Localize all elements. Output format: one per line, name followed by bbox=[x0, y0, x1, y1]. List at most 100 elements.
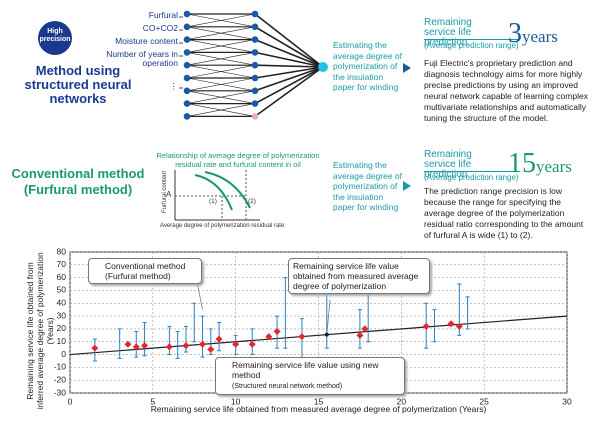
error-bar bbox=[283, 277, 288, 349]
y-axis-label: Remaining service life obtained from inf… bbox=[25, 252, 55, 410]
legend-note: (Structured neural network method) bbox=[232, 383, 343, 390]
graph-range-high: (2) bbox=[248, 198, 256, 205]
connection bbox=[186, 64, 256, 79]
pointer-dot bbox=[324, 332, 329, 337]
diamond-marker bbox=[455, 322, 463, 330]
furfural-graph bbox=[174, 170, 260, 221]
error-bar bbox=[142, 322, 147, 357]
connection bbox=[186, 103, 256, 117]
node bbox=[183, 61, 191, 69]
connection bbox=[186, 39, 256, 53]
result-value: 15 bbox=[508, 148, 536, 179]
error-bar bbox=[192, 302, 197, 343]
connection bbox=[186, 90, 256, 104]
error-bar bbox=[357, 309, 362, 349]
diamond-marker bbox=[165, 343, 173, 351]
x-tick-label: 20 bbox=[397, 396, 407, 406]
y-tick-label: -10 bbox=[54, 362, 67, 372]
y-tick-label: 40 bbox=[57, 298, 67, 308]
diamond-marker bbox=[273, 327, 281, 335]
node bbox=[251, 10, 259, 18]
input-label: CO+CO2 bbox=[142, 24, 178, 33]
connection bbox=[254, 13, 324, 68]
x-axis-label: Remaining service life obtained from mea… bbox=[150, 404, 487, 414]
connection bbox=[186, 77, 256, 92]
badge-text: High precision bbox=[39, 28, 71, 43]
node bbox=[251, 113, 259, 120]
graph-caption: Relationship of average degree of polyme… bbox=[156, 151, 320, 169]
description: The prediction range precision is low be… bbox=[424, 186, 584, 240]
connection bbox=[254, 64, 324, 68]
x-tick-label: 5 bbox=[150, 396, 155, 406]
graph-range-low: (1) bbox=[209, 198, 217, 205]
diamond-marker bbox=[199, 340, 207, 348]
diamond-marker bbox=[265, 333, 273, 341]
y-tick-label: -20 bbox=[54, 374, 67, 384]
node bbox=[251, 49, 259, 56]
error-bar bbox=[117, 328, 122, 359]
error-bar bbox=[432, 309, 437, 343]
x-tick-label: 0 bbox=[68, 396, 73, 406]
x-tick-label: 15 bbox=[314, 396, 324, 406]
y-tick-label: 70 bbox=[57, 259, 67, 269]
diamond-marker bbox=[447, 320, 455, 328]
badge bbox=[38, 21, 72, 55]
estimate-text: Estimating the average degree of polymer… bbox=[333, 160, 402, 212]
output-node bbox=[318, 62, 328, 72]
connection bbox=[254, 26, 324, 68]
y-tick-label: 10 bbox=[57, 336, 67, 346]
input-box: Furfural bbox=[149, 11, 178, 20]
legend-label: Remaining service life value using new m… bbox=[232, 360, 379, 380]
y-tick-label: 50 bbox=[57, 285, 67, 295]
input-box: ⋮ bbox=[169, 82, 179, 91]
input-box: Number of years in operation bbox=[106, 50, 178, 68]
legend-entry: Conventional method (Furfural method) bbox=[88, 258, 202, 284]
x-tick-label: 30 bbox=[562, 396, 572, 406]
node bbox=[183, 49, 191, 56]
input-box: Moisture content bbox=[115, 37, 178, 46]
connection bbox=[254, 66, 324, 79]
connection bbox=[186, 26, 256, 40]
legend-entry: Remaining service life value using new m… bbox=[215, 357, 405, 395]
node bbox=[183, 74, 191, 82]
result: 3years bbox=[508, 18, 558, 50]
y-tick-label: 80 bbox=[57, 246, 67, 256]
graph-x-label: Average degree of polymerization residua… bbox=[160, 223, 285, 229]
diamond-marker bbox=[248, 340, 256, 348]
connection bbox=[186, 13, 256, 28]
diamond-marker bbox=[361, 325, 369, 333]
pointer bbox=[326, 299, 331, 335]
diamond-marker bbox=[298, 333, 306, 341]
error-bar bbox=[175, 330, 180, 359]
node bbox=[183, 113, 191, 120]
connection bbox=[254, 51, 324, 68]
connection bbox=[254, 38, 324, 68]
node bbox=[183, 100, 191, 107]
result-label: Remaining service life prediction bbox=[424, 149, 472, 180]
node bbox=[183, 23, 191, 31]
connection bbox=[186, 52, 256, 66]
diamond-marker bbox=[232, 340, 240, 348]
description: Fuji Electric's proprietary prediction a… bbox=[424, 58, 588, 123]
diamond-marker bbox=[132, 343, 140, 351]
curve bbox=[204, 171, 251, 209]
arrow bbox=[403, 63, 411, 73]
estimate-text: Estimating the average degree of polymer… bbox=[333, 40, 402, 92]
input-label: ⋮ bbox=[169, 82, 179, 91]
y-tick-label: 0 bbox=[61, 349, 66, 359]
diamond-marker bbox=[182, 342, 190, 350]
diamond-marker bbox=[124, 340, 132, 348]
legend-label: Conventional method (Furfural method) bbox=[105, 261, 186, 281]
result-unit: years bbox=[522, 27, 558, 46]
diamond-marker bbox=[91, 344, 99, 352]
method-title: Method using structured neural networks bbox=[24, 63, 132, 106]
connection bbox=[254, 66, 324, 92]
node bbox=[183, 87, 191, 95]
input-box: CO+CO2 bbox=[142, 24, 178, 33]
x-tick-label: 25 bbox=[479, 396, 489, 406]
connection bbox=[254, 66, 324, 118]
y-tick-label: 20 bbox=[57, 323, 67, 333]
node bbox=[251, 23, 259, 31]
node bbox=[183, 10, 191, 18]
